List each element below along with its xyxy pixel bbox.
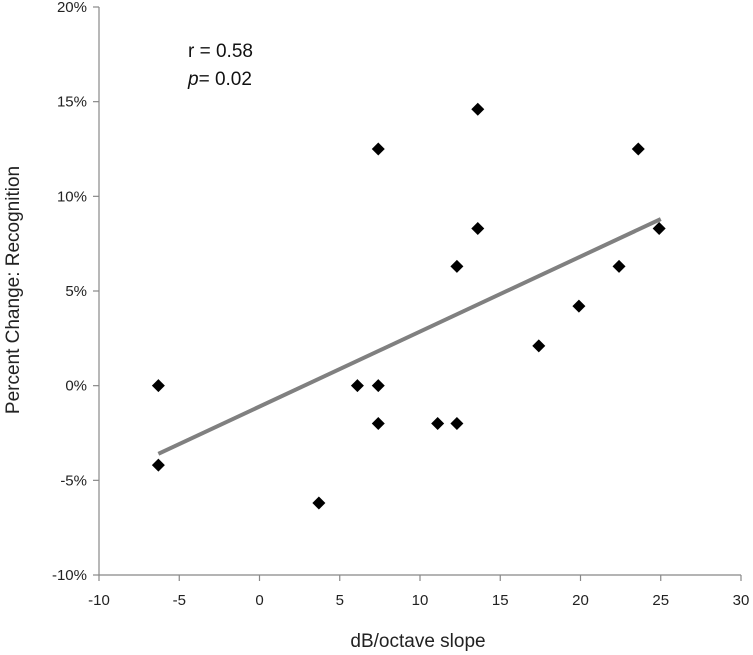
y-tick-label: -5% <box>60 472 87 489</box>
x-axis-title: dB/octave slope <box>350 631 485 652</box>
data-point <box>371 142 385 156</box>
data-point <box>631 142 645 156</box>
data-point <box>151 379 165 393</box>
data-point <box>471 222 485 236</box>
y-tick-label: 15% <box>57 94 87 111</box>
y-tick-label: 5% <box>65 283 87 300</box>
x-tick-label: 30 <box>733 592 750 609</box>
x-axis-ticks: -10 -5 0 5 10 15 20 25 30 <box>88 575 749 609</box>
y-axis-ticks: -10% -5% 0% 5% 10% 15% 20% <box>52 0 99 584</box>
p-value-annotation: p= 0.02 <box>187 69 252 90</box>
data-point <box>572 299 586 313</box>
x-tick-label: 20 <box>572 592 589 609</box>
y-tick-label: 0% <box>65 378 87 395</box>
data-point <box>371 417 385 431</box>
x-tick-label: 15 <box>492 592 509 609</box>
data-point <box>471 102 485 116</box>
data-point <box>532 339 546 353</box>
data-point <box>450 259 464 273</box>
y-tick-label: -10% <box>52 567 87 584</box>
y-axis-title: Percent Change: Recognition <box>3 166 24 414</box>
x-tick-label: 0 <box>255 592 263 609</box>
data-point <box>312 496 326 510</box>
p-value: = 0.02 <box>199 69 252 90</box>
p-symbol: p <box>187 69 199 90</box>
plot-area <box>98 7 741 576</box>
trendline <box>157 217 662 456</box>
data-point <box>350 379 364 393</box>
x-tick-label: -5 <box>173 592 186 609</box>
x-tick-label: 5 <box>336 592 344 609</box>
data-point <box>371 379 385 393</box>
y-tick-label: 20% <box>57 0 87 16</box>
data-points <box>151 102 666 510</box>
correlation-annotation: r = 0.58 <box>188 41 253 62</box>
data-point <box>151 458 165 472</box>
x-tick-label: 10 <box>412 592 429 609</box>
y-tick-label: 10% <box>57 188 87 205</box>
data-point <box>431 417 445 431</box>
data-point <box>450 417 464 431</box>
x-tick-label: -10 <box>88 592 110 609</box>
x-tick-label: 25 <box>652 592 669 609</box>
data-point <box>652 222 666 236</box>
data-point <box>612 259 626 273</box>
